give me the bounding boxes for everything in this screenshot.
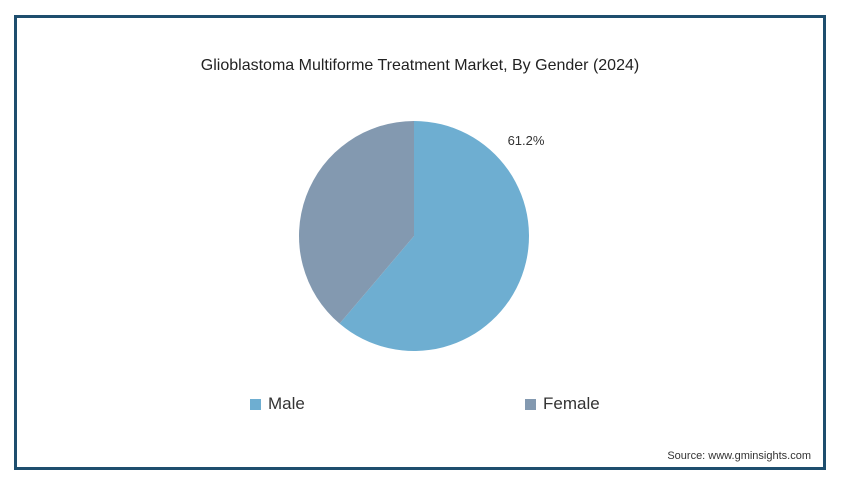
legend-item-male: Male [250,394,305,414]
chart-frame: Glioblastoma Multiforme Treatment Market… [14,15,826,470]
legend-swatch-male [250,398,261,410]
legend-label-male: Male [268,394,305,413]
pie-chart: 61.2% [299,120,545,351]
pie-slice-female [299,121,414,324]
pie-slice-male [339,120,530,351]
legend-label-female: Female [543,394,600,413]
legend-swatch-female [525,398,536,410]
chart-title: Glioblastoma Multiforme Treatment Market… [200,57,640,74]
data-label-male: 61.2% [508,133,545,148]
legend-item-female: Female [525,394,600,414]
source-note: Source: www.gminsights.com [667,450,811,462]
